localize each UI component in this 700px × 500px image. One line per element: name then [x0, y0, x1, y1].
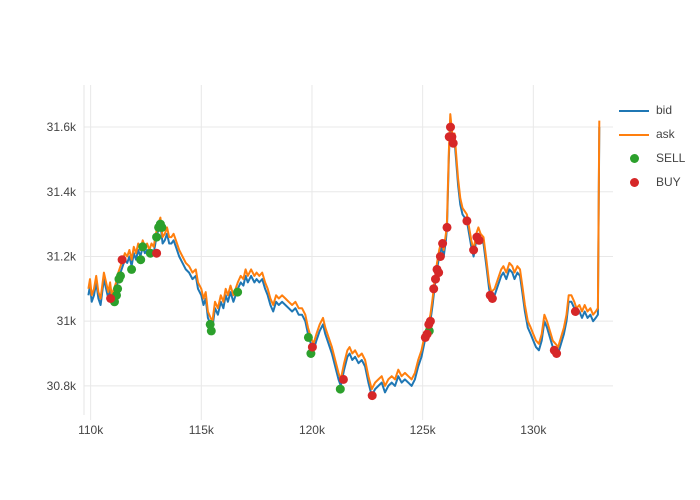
legend-label-buy: BUY: [656, 175, 681, 189]
sell-marker: [152, 232, 162, 242]
buy-marker: [438, 239, 448, 248]
legend-item-sell[interactable]: SELL: [618, 150, 685, 167]
buy-marker: [474, 235, 484, 245]
buy-marker: [152, 248, 162, 258]
legend-item-ask[interactable]: ask: [618, 126, 685, 143]
x-tick-label: 115k: [189, 423, 215, 437]
sell-marker: [303, 332, 313, 342]
buy-marker: [552, 349, 562, 358]
y-tick-label: 31.2k: [47, 249, 77, 263]
buy-marker-swatch: [618, 178, 650, 187]
buy-marker: [106, 294, 116, 303]
sell-marker: [233, 287, 243, 297]
y-tick-label: 31.6k: [47, 120, 77, 134]
x-tick-label: 125k: [410, 423, 437, 437]
buy-marker: [435, 252, 445, 261]
legend-label-ask: ask: [656, 127, 675, 141]
x-tick-label: 110k: [78, 423, 104, 437]
ask-line: [87, 113, 601, 391]
buy-marker: [462, 216, 472, 226]
sell-marker: [206, 326, 216, 336]
sell-marker: [116, 271, 125, 281]
sell-marker: [127, 264, 137, 274]
x-tick-label: 130k: [520, 423, 547, 437]
x-tick-label: 120k: [299, 423, 326, 437]
y-tick-label: 31k: [57, 314, 77, 328]
y-tick-label: 30.8k: [47, 379, 77, 393]
sell-marker: [157, 222, 167, 232]
legend-label-sell: SELL: [656, 151, 686, 165]
sell-marker-swatch: [618, 154, 650, 163]
sell-marker: [136, 255, 146, 265]
buy-marker: [448, 138, 458, 148]
bid-line: [87, 119, 601, 397]
legend-label-bid: bid: [656, 103, 673, 117]
buy-marker: [338, 374, 348, 384]
buy-marker: [425, 316, 435, 326]
buy-marker: [434, 268, 444, 278]
buy-marker: [429, 284, 439, 294]
bid-line-swatch: [618, 109, 650, 112]
sell-marker: [113, 284, 123, 294]
buy-marker: [469, 245, 479, 255]
buy-marker: [422, 329, 432, 339]
ask-line-swatch: [618, 133, 650, 136]
buy-marker: [446, 122, 455, 132]
buy-marker: [442, 222, 452, 232]
sell-marker: [145, 248, 155, 258]
y-tick-label: 31.4k: [47, 185, 77, 199]
sell-marker: [335, 384, 345, 394]
buy-marker: [487, 294, 497, 303]
chart-legend: bid ask SELL BUY: [618, 102, 685, 191]
buy-marker: [307, 342, 317, 352]
sell-marker: [138, 242, 148, 252]
legend-item-bid[interactable]: bid: [618, 102, 685, 119]
buy-marker: [117, 255, 127, 265]
buy-marker: [570, 307, 580, 316]
legend-item-buy[interactable]: BUY: [618, 174, 685, 191]
buy-marker: [367, 391, 377, 401]
